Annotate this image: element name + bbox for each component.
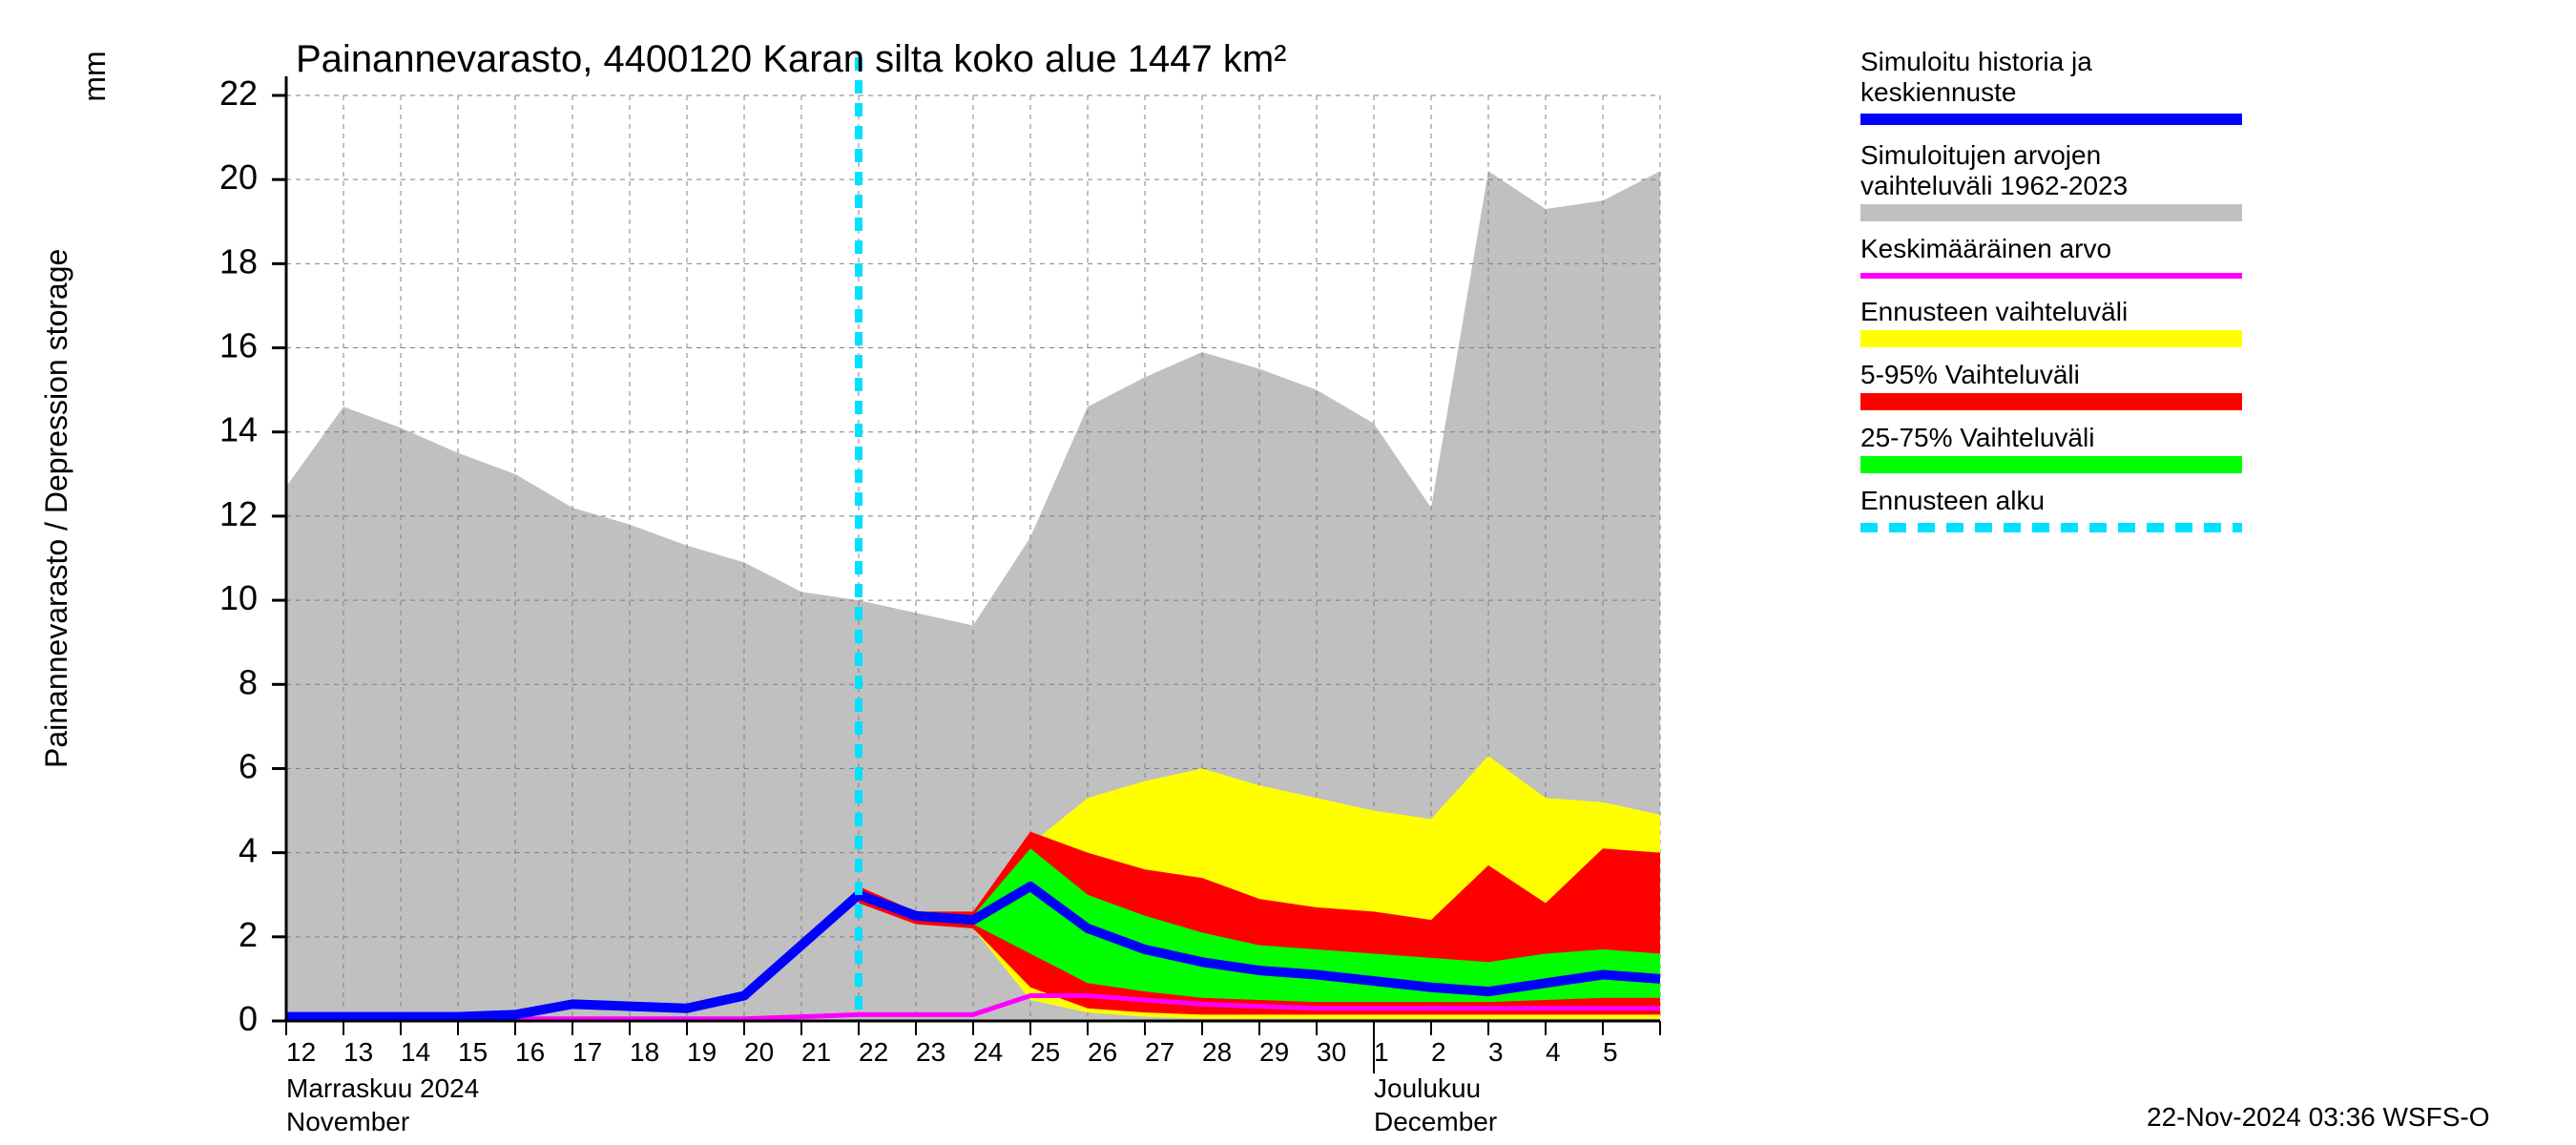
y-tick-label: 20 [219,157,258,197]
x-tick-label: 24 [973,1037,1003,1067]
x-tick-label: 29 [1259,1037,1289,1067]
x-tick-label: 18 [630,1037,659,1067]
chart-svg: 0246810121416182022121314151617181920212… [0,0,2576,1145]
x-tick-label: 21 [801,1037,831,1067]
footer-timestamp: 22-Nov-2024 03:36 WSFS-O [2147,1102,2490,1132]
chart-title: Painannevarasto, 4400120 Karan silta kok… [296,38,1286,80]
x-tick-label: 26 [1088,1037,1117,1067]
y-tick-label: 22 [219,73,258,113]
x-tick-label: 27 [1145,1037,1174,1067]
legend-label: Ennusteen vaihteluväli [1860,297,2128,326]
y-tick-label: 2 [239,915,258,954]
x-tick-label: 16 [515,1037,545,1067]
y-axis-label: Painannevarasto / Depression storage [39,249,73,768]
y-tick-label: 12 [219,494,258,533]
legend-label: vaihteluväli 1962-2023 [1860,171,2128,200]
legend-label: Simuloitujen arvojen [1860,140,2101,170]
month-label: Joulukuu [1374,1073,1481,1103]
month-label: Marraskuu 2024 [286,1073,479,1103]
legend-label: 25-75% Vaihteluväli [1860,423,2094,452]
legend-label: Keskimääräinen arvo [1860,234,2111,263]
legend-swatch [1860,456,2242,473]
y-tick-label: 6 [239,746,258,785]
x-tick-label: 14 [401,1037,430,1067]
y-tick-label: 0 [239,999,258,1038]
x-tick-label: 4 [1546,1037,1561,1067]
x-tick-label: 13 [343,1037,373,1067]
y-tick-label: 8 [239,662,258,701]
month-label: December [1374,1107,1497,1136]
legend-swatch [1860,204,2242,221]
y-axis-unit: mm [77,51,112,101]
x-tick-label: 22 [859,1037,888,1067]
legend-label: 5-95% Vaihteluväli [1860,360,2080,389]
x-tick-label: 5 [1603,1037,1618,1067]
x-tick-label: 19 [687,1037,717,1067]
y-tick-label: 18 [219,241,258,281]
x-tick-label: 3 [1488,1037,1504,1067]
x-tick-label: 25 [1030,1037,1060,1067]
legend-label: keskiennuste [1860,77,2016,107]
y-tick-label: 16 [219,326,258,365]
forecast-chart: 0246810121416182022121314151617181920212… [0,0,2576,1145]
x-tick-label: 28 [1202,1037,1232,1067]
legend-label: Ennusteen alku [1860,486,2045,515]
legend-swatch [1860,393,2242,410]
y-tick-label: 4 [239,831,258,870]
y-tick-label: 10 [219,578,258,617]
month-label: November [286,1107,409,1136]
legend-label: Simuloitu historia ja [1860,47,2092,76]
x-tick-label: 17 [572,1037,602,1067]
x-tick-label: 1 [1374,1037,1389,1067]
x-tick-label: 23 [916,1037,945,1067]
y-tick-label: 14 [219,410,258,449]
x-tick-label: 12 [286,1037,316,1067]
x-tick-label: 2 [1431,1037,1446,1067]
x-tick-label: 20 [744,1037,774,1067]
x-tick-label: 30 [1317,1037,1346,1067]
x-tick-label: 15 [458,1037,488,1067]
legend-swatch [1860,330,2242,347]
